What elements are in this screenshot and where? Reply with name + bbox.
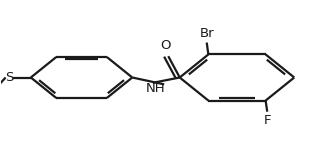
Text: NH: NH [146,82,166,95]
Text: S: S [5,71,14,84]
Text: O: O [160,39,171,52]
Text: Br: Br [199,27,214,40]
Text: F: F [264,114,271,127]
